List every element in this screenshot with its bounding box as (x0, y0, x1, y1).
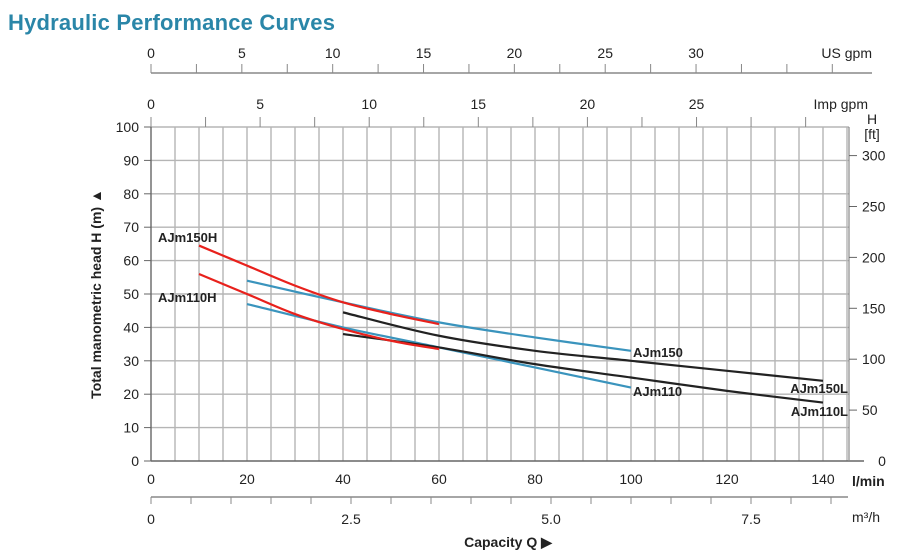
m3h-unit-label: m³/h (852, 509, 880, 525)
labels-group: AJm150H AJm110H AJm150 AJm110 AJm150L AJm110L (158, 230, 848, 419)
series-line-ajm150 (246, 279, 632, 352)
x-tick-label: 0 (147, 471, 155, 487)
x-tick-label: 100 (619, 471, 643, 487)
x-tick-label: 60 (431, 471, 447, 487)
ft-tick-label: 50 (862, 402, 878, 418)
us-gpm-tick-label: 20 (507, 45, 523, 61)
chart-title: Hydraulic Performance Curves (8, 10, 336, 35)
y-tick-label: 80 (123, 186, 139, 202)
ft-axis-title: H (867, 111, 877, 127)
y-tick-label: 20 (123, 386, 139, 402)
series-label-ajm150l: AJm150L (790, 381, 848, 396)
x-tick-label: 140 (811, 471, 835, 487)
y-axis-title: Total manometric head H (m) ▲ (88, 189, 104, 399)
series-label-ajm110h: AJm110H (158, 290, 217, 305)
series-label-ajm110: AJm110 (633, 384, 682, 399)
m3h-tick-label: 7.5 (741, 511, 761, 527)
imp-gpm-unit-label: Imp gpm (814, 96, 868, 112)
us-gpm-tick-label: 25 (597, 45, 613, 61)
ft-tick-label: 200 (862, 249, 886, 265)
x-unit-label: l/min (852, 473, 885, 489)
us-gpm-tick-label: 30 (688, 45, 704, 61)
imp-gpm-tick-label: 0 (147, 96, 155, 112)
imp-gpm-tick-label: 20 (580, 96, 596, 112)
m3h-tick-label: 0 (147, 511, 155, 527)
x-tick-label: 120 (715, 471, 739, 487)
series-line-ajm150l (342, 311, 824, 382)
us-gpm-tick-label: 10 (325, 45, 341, 61)
series-line-ajm110h (198, 272, 440, 351)
m3h-tick-label: 2.5 (341, 511, 361, 527)
us-gpm-tick-label: 15 (416, 45, 432, 61)
x-tick-label: 40 (335, 471, 351, 487)
y-tick-label: 60 (123, 253, 139, 269)
us-gpm-tick-label: 5 (238, 45, 246, 61)
x-tick-label: 80 (527, 471, 543, 487)
imp-gpm-tick-label: 5 (256, 96, 264, 112)
grid (151, 126, 849, 461)
imp-gpm-tick-label: 15 (471, 96, 487, 112)
y-tick-label: 70 (123, 219, 139, 235)
x-tick-label: 20 (239, 471, 255, 487)
imp-gpm-tick-label: 10 (361, 96, 377, 112)
ft-tick-label: 300 (862, 148, 886, 164)
ft-tick-label: 0 (878, 453, 886, 469)
y-tick-label: 0 (131, 453, 139, 469)
m3h-tick-label: 5.0 (541, 511, 561, 527)
y-tick-label: 100 (116, 119, 140, 135)
series-line-ajm150h (198, 244, 440, 326)
series-group (198, 244, 824, 404)
ft-axis-unit: [ft] (864, 126, 880, 142)
y-tick-label: 50 (123, 286, 139, 302)
y-tick-label: 90 (123, 152, 139, 168)
ft-tick-label: 250 (862, 198, 886, 214)
series-label-ajm150: AJm150 (633, 345, 683, 360)
y-tick-label: 40 (123, 319, 139, 335)
series-label-ajm150h: AJm150H (158, 230, 217, 245)
x-axis-title: Capacity Q ▶ (464, 534, 553, 550)
us-gpm-tick-label: 0 (147, 45, 155, 61)
ft-tick-label: 150 (862, 300, 886, 316)
series-line-ajm110l (342, 332, 824, 404)
us-gpm-unit-label: US gpm (821, 45, 872, 61)
imp-gpm-tick-label: 25 (689, 96, 705, 112)
series-label-ajm110l: AJm110L (791, 404, 848, 419)
y-tick-label: 30 (123, 353, 139, 369)
ft-tick-label: 100 (862, 351, 886, 367)
y-tick-label: 10 (123, 420, 139, 436)
